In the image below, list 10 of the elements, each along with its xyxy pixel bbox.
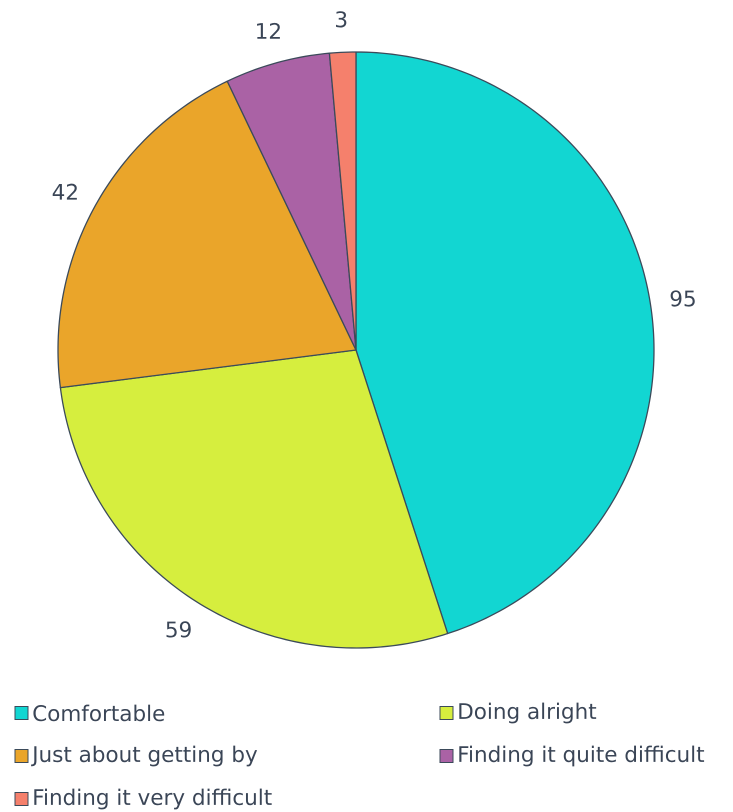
data-label: 12 — [257, 22, 280, 39]
data-label: 95 — [670, 290, 695, 307]
data-label: 42 — [52, 184, 77, 200]
legend-label: Comfortable — [33, 704, 164, 722]
data-label: 3 — [336, 11, 346, 28]
legend-label: Finding it very difficult — [34, 788, 272, 810]
legend-label: Doing alright — [459, 702, 596, 724]
data-label: 59 — [166, 621, 191, 638]
legend-label: Finding it quite difficult — [459, 746, 704, 766]
legend-label: Just about getting by — [31, 746, 258, 766]
